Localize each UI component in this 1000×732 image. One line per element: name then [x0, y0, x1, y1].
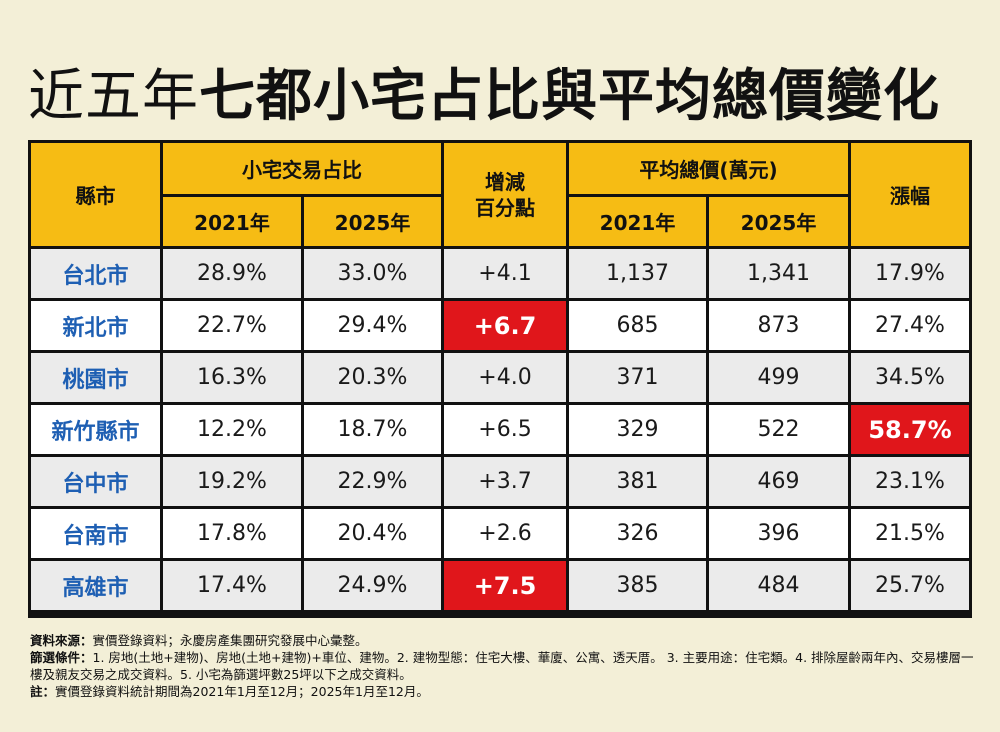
page-title: 近五年七都小宅占比與平均總價變化 [28, 62, 940, 132]
header-price-group: 平均總價(萬元) [569, 143, 848, 194]
table-cell-p2025: 469 [709, 457, 848, 506]
table-cell-growth: 23.1% [851, 457, 969, 506]
table-cell-s2025: 20.4% [304, 509, 441, 558]
header-diff-line: 百分點 [475, 195, 535, 220]
table-cell-diff: +7.5 [444, 561, 566, 610]
title-prefix: 近五年 [28, 64, 199, 129]
table-cell-p2021: 329 [569, 405, 706, 454]
header-diff: 增減 百分點 [444, 143, 566, 246]
note-filter: 篩選條件：1. 房地(土地+建物)、房地(土地+建物)+車位、建物。2. 建物型… [30, 650, 974, 682]
header-price-2025: 2025年 [709, 197, 848, 246]
table-cell-diff: +3.7 [444, 457, 566, 506]
table-cell-growth: 27.4% [851, 301, 969, 350]
city-cell: 台中市 [31, 457, 160, 506]
table-cell-p2025: 522 [709, 405, 848, 454]
footnotes: 資料來源：實價登錄資料；永慶房產集團研究發展中心彙整。 篩選條件：1. 房地(土… [30, 632, 980, 700]
table-cell-p2025: 484 [709, 561, 848, 610]
table-cell-s2025: 18.7% [304, 405, 441, 454]
header-city: 縣市 [31, 143, 160, 246]
table-cell-growth: 58.7% [851, 405, 969, 454]
table-cell-growth: 21.5% [851, 509, 969, 558]
table-cell-s2025: 20.3% [304, 353, 441, 402]
table-cell-growth: 34.5% [851, 353, 969, 402]
city-cell: 台南市 [31, 509, 160, 558]
table-cell-diff: +6.5 [444, 405, 566, 454]
table-cell-diff: +2.6 [444, 509, 566, 558]
note-remark: 註：實價登錄資料統計期間為2021年1月至12月；2025年1月至12月。 [30, 684, 429, 699]
header-share-2021: 2021年 [163, 197, 301, 246]
table-cell-p2021: 381 [569, 457, 706, 506]
table-cell-p2021: 385 [569, 561, 706, 610]
table-cell-diff: +4.0 [444, 353, 566, 402]
table-cell-s2021: 28.9% [163, 249, 301, 298]
table-cell-s2021: 12.2% [163, 405, 301, 454]
city-cell: 桃園市 [31, 353, 160, 402]
city-cell: 新北市 [31, 301, 160, 350]
table-cell-s2025: 24.9% [304, 561, 441, 610]
header-share-2025: 2025年 [304, 197, 441, 246]
title-main: 七都小宅占比與平均總價變化 [199, 64, 940, 129]
table-cell-diff: +4.1 [444, 249, 566, 298]
note-source: 資料來源：實價登錄資料；永慶房產集團研究發展中心彙整。 [30, 633, 368, 648]
table-cell-s2021: 17.4% [163, 561, 301, 610]
city-cell: 新竹縣市 [31, 405, 160, 454]
table-cell-diff: +6.7 [444, 301, 566, 350]
table-cell-p2025: 873 [709, 301, 848, 350]
table-cell-growth: 25.7% [851, 561, 969, 610]
table-cell-p2025: 1,341 [709, 249, 848, 298]
city-cell: 台北市 [31, 249, 160, 298]
table-cell-growth: 17.9% [851, 249, 969, 298]
table-cell-p2021: 326 [569, 509, 706, 558]
header-diff-line: 增減 [485, 169, 525, 194]
table-cell-s2021: 16.3% [163, 353, 301, 402]
city-cell: 高雄市 [31, 561, 160, 610]
table-cell-p2021: 685 [569, 301, 706, 350]
table-cell-s2025: 22.9% [304, 457, 441, 506]
header-price-2021: 2021年 [569, 197, 706, 246]
header-growth: 漲幅 [851, 143, 969, 246]
table-cell-p2025: 396 [709, 509, 848, 558]
header-share-group: 小宅交易占比 [163, 143, 441, 194]
table-cell-p2021: 1,137 [569, 249, 706, 298]
table-cell-p2025: 499 [709, 353, 848, 402]
table-cell-s2025: 33.0% [304, 249, 441, 298]
table-cell-s2021: 19.2% [163, 457, 301, 506]
table-cell-s2021: 17.8% [163, 509, 301, 558]
data-table: 縣市 小宅交易占比 2021年 2025年 增減 百分點 平均總價(萬元) 2021年 2025… [28, 140, 972, 618]
table-cell-p2021: 371 [569, 353, 706, 402]
table-cell-s2025: 29.4% [304, 301, 441, 350]
table-cell-s2021: 22.7% [163, 301, 301, 350]
